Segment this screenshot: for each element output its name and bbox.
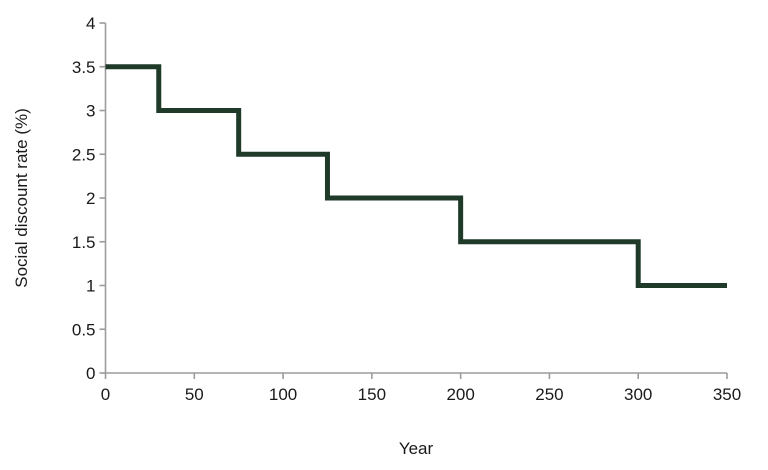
x-axis-title: Year [399,439,434,458]
x-tick-label: 150 [358,385,386,404]
x-tick-label: 200 [446,385,474,404]
y-tick-label: 2 [86,189,95,208]
y-axis-title: Social discount rate (%) [12,108,31,288]
tick-labels: 0 0.5 1 1.5 2 2.5 3 3.5 4 0 50 100 150 200 250 300 350 [72,14,741,404]
y-tick-label: 1.5 [72,233,96,252]
y-tick-label: 0.5 [72,320,96,339]
x-tick-label: 350 [713,385,741,404]
x-tick-label: 100 [269,385,297,404]
y-tick-label: 3 [86,102,95,121]
step-line [105,64,727,288]
axes [99,22,728,379]
x-tick-label: 250 [535,385,563,404]
data-series [105,64,727,288]
x-tick-label: 0 [101,385,110,404]
y-tick-label: 0 [86,364,95,383]
y-tick-label: 1 [86,277,95,296]
y-tick-label: 2.5 [72,145,96,164]
y-tick-label: 3.5 [72,58,96,77]
x-tick-label: 300 [624,385,652,404]
x-tick-label: 50 [185,385,204,404]
y-tick-label: 4 [86,14,95,33]
